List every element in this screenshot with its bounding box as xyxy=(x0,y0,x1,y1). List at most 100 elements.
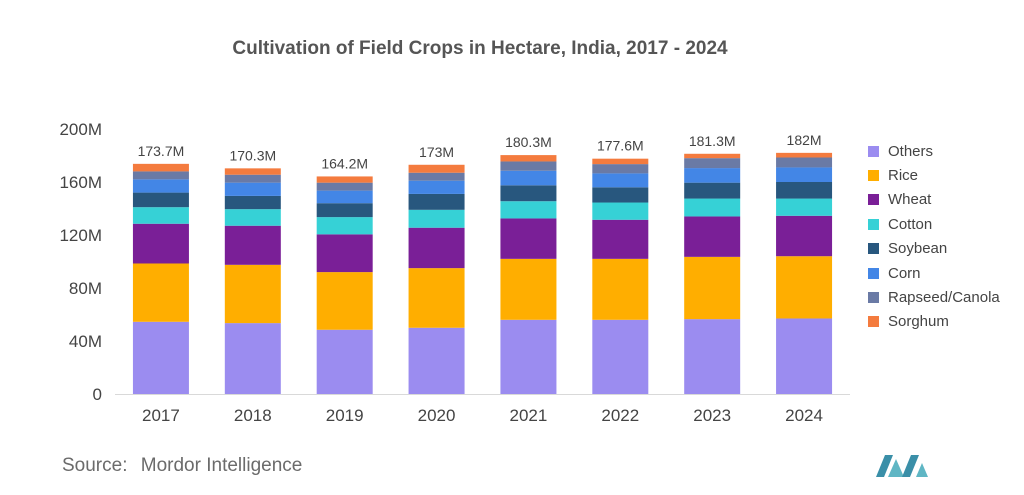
bar-segment-sorghum xyxy=(316,176,373,183)
bar-segment-rapseed-canola xyxy=(132,171,189,180)
bar-segment-corn xyxy=(224,182,281,196)
bars xyxy=(132,152,833,394)
bar-segment-sorghum xyxy=(132,163,189,172)
y-tick-label: 40M xyxy=(69,332,102,351)
total-label: 170.3M xyxy=(229,147,276,163)
legend-item: Others xyxy=(868,139,1000,163)
bar-segment-wheat xyxy=(500,218,557,259)
bar-segment-soybean xyxy=(408,193,465,210)
bar-segment-rice xyxy=(684,256,741,320)
bar-segment-wheat xyxy=(592,219,649,259)
legend-label: Corn xyxy=(888,264,921,282)
bar-segment-cotton xyxy=(500,201,557,219)
chart-title: Cultivation of Field Crops in Hectare, I… xyxy=(232,38,728,59)
y-tick-label: 200M xyxy=(59,120,102,139)
bar-segment-corn xyxy=(684,168,741,183)
bar-segment-rice xyxy=(592,258,649,320)
bar-segment-wheat xyxy=(408,227,465,269)
bar-segment-rapseed-canola xyxy=(408,172,465,181)
bar-segment-cotton xyxy=(592,202,649,220)
legend-label: Rice xyxy=(888,167,919,185)
source-note: Source: Mordor Intelligence xyxy=(62,455,302,477)
bar-segment-rice xyxy=(316,272,373,330)
stacked-bar-chart: 0 40M 80M 120M 160M 200M 173.7M 170.3M 164.2M 17… xyxy=(59,120,850,425)
y-tick-label: 0 xyxy=(93,385,102,404)
x-tick-label: 2022 xyxy=(601,406,639,425)
bar-segment-cotton xyxy=(408,209,465,228)
bar-segment-rapseed-canola xyxy=(684,158,741,169)
bar-segment-rice xyxy=(776,256,833,319)
x-tick-label: 2021 xyxy=(510,406,548,425)
bar-segment-rice xyxy=(224,264,281,324)
total-label: 177.6M xyxy=(597,138,644,154)
bar-segment-rapseed-canola xyxy=(224,174,281,183)
total-label: 164.2M xyxy=(321,155,368,171)
bar-segment-corn xyxy=(592,173,649,188)
legend-item: Cotton xyxy=(868,212,1000,236)
bar-segment-others xyxy=(776,318,833,394)
bar-segment-wheat xyxy=(776,215,833,257)
bar-segment-others xyxy=(684,319,741,394)
x-tick-label: 2019 xyxy=(326,406,364,425)
legend-label: Soybean xyxy=(888,240,948,258)
legend-item: Corn xyxy=(868,261,1000,285)
bar-segment-sorghum xyxy=(776,152,833,158)
bar-segment-others xyxy=(316,329,373,394)
x-tick-label: 2018 xyxy=(234,406,272,425)
bar-segment-soybean xyxy=(316,203,373,218)
bar-segment-sorghum xyxy=(224,168,281,175)
bar-segment-wheat xyxy=(224,225,281,265)
bar-segment-others xyxy=(224,323,281,394)
bar-segment-sorghum xyxy=(684,153,741,159)
x-tick-label: 2020 xyxy=(418,406,456,425)
legend-swatch xyxy=(868,267,879,279)
bar-segment-wheat xyxy=(132,223,189,264)
bar-segment-soybean xyxy=(592,187,649,203)
legend-swatch xyxy=(868,194,879,206)
legend-swatch xyxy=(868,218,879,230)
bar-segment-cotton xyxy=(224,209,281,226)
y-axis: 0 40M 80M 120M 160M 200M xyxy=(59,120,102,404)
x-tick-label: 2023 xyxy=(693,406,731,425)
legend-label: Cotton xyxy=(888,215,933,233)
total-label: 181.3M xyxy=(689,133,736,149)
bar-segment-others xyxy=(132,321,189,394)
legend-item: Wheat xyxy=(868,188,1000,212)
bar-segment-rapseed-canola xyxy=(592,164,649,174)
bar-segment-cotton xyxy=(316,217,373,235)
legend-label: Rapseed/Canola xyxy=(888,289,1000,307)
total-label: 182M xyxy=(787,132,822,148)
legend-swatch xyxy=(868,145,879,157)
x-axis: 2017 2018 2019 2020 2021 2022 2023 2024 xyxy=(115,394,850,425)
x-tick-label: 2017 xyxy=(142,406,180,425)
legend-item: Soybean xyxy=(868,237,1000,261)
mordor-intelligence-logo-icon xyxy=(876,455,928,477)
source-label: Source: xyxy=(62,455,128,476)
bar-segment-wheat xyxy=(684,216,741,257)
bar-segment-rice xyxy=(132,263,189,322)
y-tick-label: 160M xyxy=(59,173,102,192)
legend-swatch xyxy=(868,316,879,328)
bar-segment-corn xyxy=(500,170,557,186)
x-tick-label: 2024 xyxy=(785,406,823,425)
bar-segment-corn xyxy=(408,180,465,194)
y-tick-label: 80M xyxy=(69,279,102,298)
bar-segment-rapseed-canola xyxy=(776,157,833,168)
legend: Others Rice Wheat Cotton Soybean Corn Rapseed/… xyxy=(868,139,1000,334)
bar-segment-cotton xyxy=(684,198,741,217)
bar-segment-others xyxy=(408,327,465,394)
bar-segment-wheat xyxy=(316,234,373,273)
legend-label: Wheat xyxy=(888,191,932,209)
bar-segment-corn xyxy=(316,190,373,204)
y-tick-label: 120M xyxy=(59,226,102,245)
total-label: 173M xyxy=(419,144,454,160)
bar-segment-soybean xyxy=(684,182,741,199)
bar-segment-corn xyxy=(132,179,189,193)
legend-item: Sorghum xyxy=(868,310,1000,334)
bar-segment-soybean xyxy=(132,192,189,208)
source-value: Mordor Intelligence xyxy=(140,455,303,476)
bar-segment-soybean xyxy=(776,182,833,199)
total-label: 173.7M xyxy=(138,143,185,159)
bar-segment-soybean xyxy=(224,195,281,210)
bar-segment-others xyxy=(500,319,557,394)
